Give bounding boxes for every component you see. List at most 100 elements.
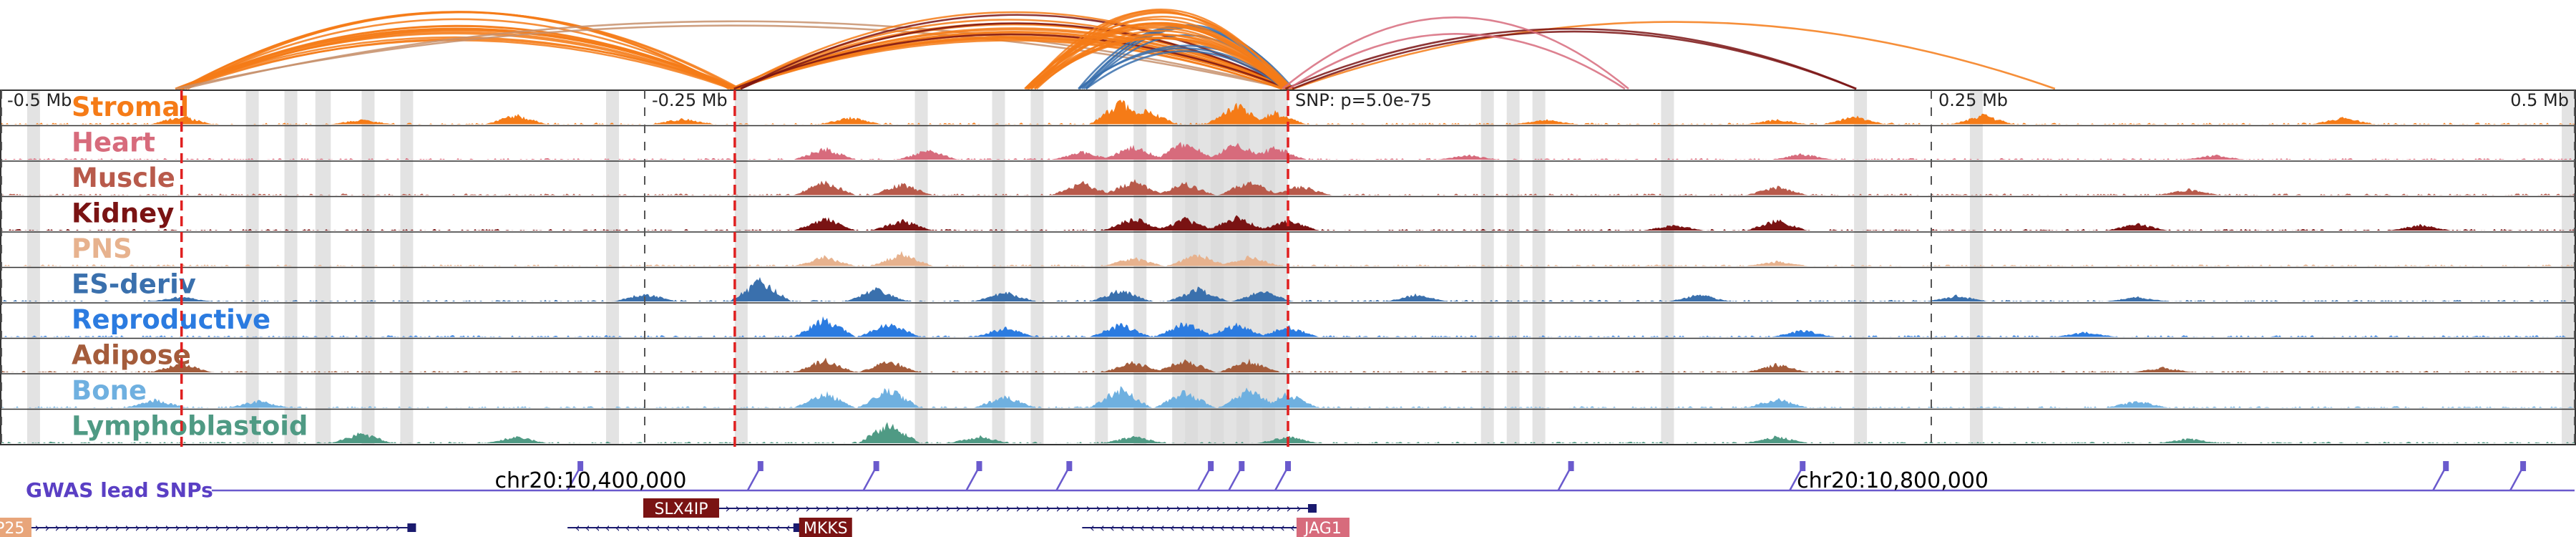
strand-arrow: ›: [185, 521, 190, 536]
strand-arrow: ‹: [1150, 521, 1155, 536]
gene-label-bg: [643, 498, 719, 518]
loop-arc: [1292, 30, 1857, 90]
strand-arrow: ›: [335, 521, 340, 536]
strand-arrow: ›: [1176, 501, 1181, 516]
strand-arrow: ‹: [1120, 521, 1125, 536]
strand-arrow: ›: [235, 521, 240, 536]
strand-arrow: ›: [885, 501, 890, 516]
strand-arrow: ›: [995, 501, 1000, 516]
loop-arc: [182, 29, 740, 90]
gene-label-bg: [1296, 518, 1350, 537]
gene-label-slx4ip: SLX4IP: [654, 500, 708, 518]
track-label-kidney: Kidney: [72, 198, 174, 229]
gwas-snp-1: [757, 461, 763, 471]
strand-arrow: ›: [1226, 501, 1231, 516]
strand-arrow: ›: [1045, 501, 1050, 516]
loop-arc: [1284, 27, 1857, 90]
gwas-snp-11: [2520, 461, 2527, 471]
strand-arrow: ›: [175, 521, 180, 536]
gwas-snp-7: [1285, 461, 1291, 471]
strand-arrow: ›: [1246, 501, 1251, 516]
scale-label-1: -0.25 Mb: [652, 90, 728, 110]
strand-arrow: ›: [965, 501, 970, 516]
loop-arc: [177, 39, 732, 90]
strand-arrow: ›: [1156, 501, 1161, 516]
loop-arc: [1288, 33, 1626, 90]
strand-arrow: ›: [275, 521, 280, 536]
gwas-snp-8: [1568, 461, 1574, 471]
strand-arrow: ›: [54, 521, 59, 536]
strand-arrow: ›: [955, 501, 960, 516]
strand-arrow: ›: [755, 501, 760, 516]
strand-arrow: ‹: [1220, 521, 1225, 536]
gene-label-bg: [799, 518, 852, 537]
loop-arc: [182, 18, 735, 90]
gene-label-snap25: SNAP25: [0, 520, 24, 537]
strand-arrow: ›: [815, 501, 820, 516]
strand-arrow: ›: [1216, 501, 1221, 516]
strand-arrow: ‹: [756, 521, 761, 536]
strand-arrow: ›: [975, 501, 980, 516]
gwas-snp-10: [2443, 461, 2449, 471]
strand-arrow: ›: [1096, 501, 1101, 516]
strand-arrow: ‹: [1290, 521, 1295, 536]
track-label-es-deriv: ES-deriv: [72, 269, 196, 300]
strand-arrow: ‹: [696, 521, 701, 536]
strand-arrow: ‹: [605, 521, 610, 536]
track-label-stromal: Stromal: [72, 92, 189, 122]
strand-arrow: ‹: [575, 521, 580, 536]
strand-arrow: ›: [365, 521, 370, 536]
strand-arrow: ›: [1136, 501, 1141, 516]
strand-arrow: ›: [114, 521, 119, 536]
gwas-snp-3: [976, 461, 982, 471]
strand-arrow: ›: [165, 521, 170, 536]
strand-arrow: ›: [135, 521, 140, 536]
strand-arrow: ›: [785, 501, 790, 516]
loop-arc: [733, 37, 1289, 90]
loop-arc: [1030, 37, 1295, 90]
gwas-snp-9: [1800, 461, 1806, 471]
scale-label-4: 0.5 Mb: [2510, 90, 2569, 110]
gene-slx4ip: › › › › › › › › › › › › › › › › › › › › › › › › › › › › › › › › › › › › › › › ›…: [643, 498, 1317, 518]
strand-arrow: ‹: [675, 521, 680, 536]
strand-arrow: ‹: [615, 521, 620, 536]
coordinate-label-0: chr20:10,400,000: [495, 468, 687, 493]
signal-es-deriv: [1, 277, 2575, 301]
loop-arc: [1034, 9, 1288, 90]
strand-arrow: ›: [94, 521, 99, 536]
strand-arrow: ›: [1256, 501, 1261, 516]
track-label-adipose: Adipose: [72, 340, 191, 371]
strand-arrow: ›: [195, 521, 200, 536]
scale-label-3: 0.25 Mb: [1938, 90, 2008, 110]
strand-arrow: ›: [84, 521, 89, 536]
scale-label-2: SNP: p=5.0e-75: [1295, 90, 1432, 110]
strand-arrow: ‹: [1190, 521, 1195, 536]
strand-arrow: ›: [225, 521, 230, 536]
signal-stromal: [1, 100, 2575, 125]
strand-arrow: ›: [125, 521, 130, 536]
strand-arrow: ›: [725, 501, 730, 516]
strand-arrow: ›: [1055, 501, 1060, 516]
strand-arrow: ›: [945, 501, 950, 516]
gwas-snp-2: [873, 461, 879, 471]
gene-exon: [407, 523, 416, 532]
strand-arrow: ›: [1146, 501, 1151, 516]
strand-arrow: ›: [64, 521, 69, 536]
strand-arrow: ›: [205, 521, 210, 536]
loop-arc: [1292, 21, 2056, 90]
loop-arc: [736, 39, 1282, 90]
strand-arrow: ‹: [585, 521, 590, 536]
coordinate-label-1: chr20:10,800,000: [1797, 468, 1989, 493]
strand-arrow: ‹: [1260, 521, 1265, 536]
strand-arrow: ›: [1025, 501, 1030, 516]
strand-arrow: ›: [1276, 501, 1281, 516]
strand-arrow: ›: [865, 501, 870, 516]
strand-arrow: ›: [985, 501, 990, 516]
strand-arrow: ‹: [595, 521, 600, 536]
strand-arrow: ›: [855, 501, 860, 516]
strand-arrow: ›: [74, 521, 79, 536]
loop-arc: [1026, 24, 1294, 90]
strand-arrow: ›: [765, 501, 770, 516]
gene-label-mkks: MKKS: [804, 520, 848, 537]
strand-arrow: ›: [245, 521, 250, 536]
